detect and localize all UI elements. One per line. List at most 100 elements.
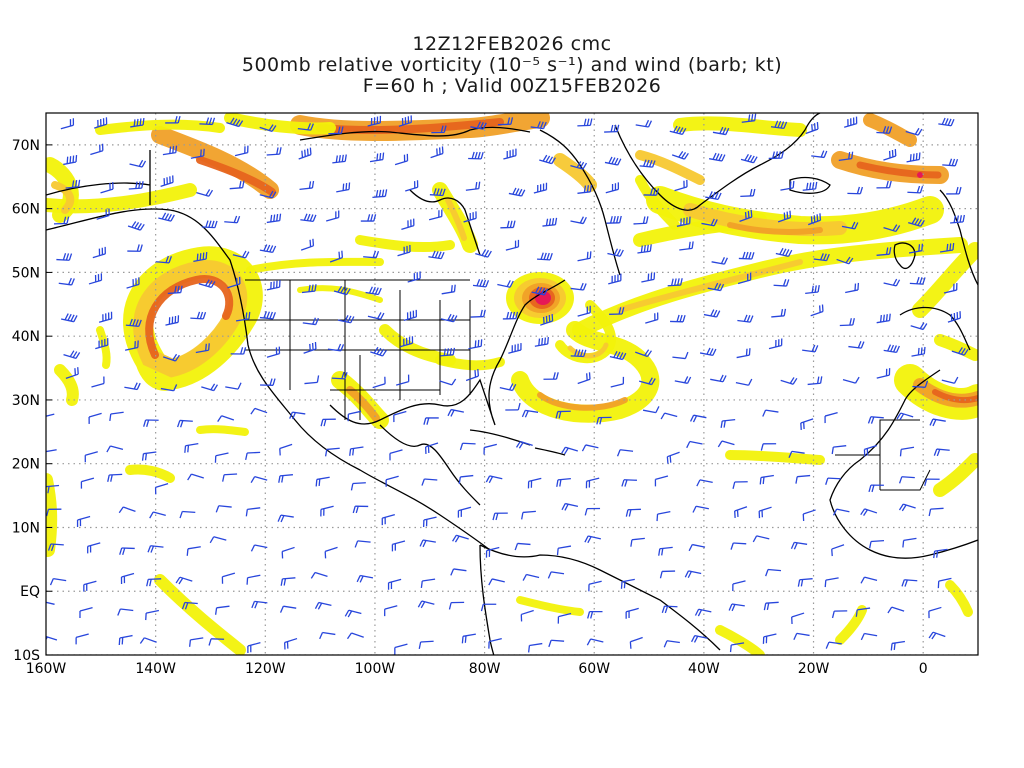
wind-barb (928, 507, 944, 517)
vorticity-contour (635, 175, 680, 230)
wind-barb (346, 632, 364, 640)
wind-barb (250, 407, 268, 415)
wind-barb (259, 311, 276, 320)
wind-barb (324, 546, 338, 559)
wind-barb (503, 148, 517, 160)
vorticity-shading (46, 113, 978, 655)
wind-barb (337, 314, 355, 324)
wind-barb (195, 343, 210, 354)
wind-barb (561, 446, 579, 455)
wind-barb (259, 190, 277, 199)
wind-barb (737, 273, 752, 285)
wind-barb (367, 312, 385, 320)
wind-barb (780, 180, 795, 191)
wind-barb (277, 514, 294, 523)
wind-barb (485, 546, 500, 558)
wind-barb (771, 308, 787, 318)
wind-barb (540, 313, 554, 326)
wind-barb (610, 376, 625, 388)
wind-barb (214, 605, 230, 615)
wind-barb (422, 516, 437, 528)
wind-barb (712, 126, 730, 136)
wind-barb (674, 376, 692, 384)
wind-barb (251, 600, 268, 609)
wind-barb (91, 376, 105, 388)
wind-barb (705, 191, 722, 201)
longitude-label: 0 (919, 661, 928, 677)
wind-barb (659, 570, 676, 579)
wind-barb (234, 145, 249, 157)
wind-barb (907, 185, 924, 194)
vorticity-contour (516, 596, 584, 616)
longitude-label: 120W (245, 661, 286, 677)
wind-barb (470, 121, 487, 130)
wind-barb (950, 214, 965, 224)
wind-barb (802, 509, 816, 522)
vorticity-contour (715, 625, 765, 655)
wind-barb (645, 312, 659, 324)
wind-barb (585, 477, 600, 489)
wind-barb (284, 637, 298, 650)
title-run-model: 12Z12FEB2026 cmc (412, 33, 612, 55)
wind-barb (604, 156, 622, 166)
wind-barb (488, 578, 505, 586)
wind-barb (883, 278, 901, 287)
wind-barb (768, 338, 783, 350)
wind-barb (245, 507, 261, 517)
wind-barb (758, 506, 772, 519)
wind-barb (297, 123, 314, 131)
wind-barb (912, 380, 929, 388)
wind-barb (229, 180, 245, 190)
wind-barb (232, 250, 250, 259)
vorticity-contour (355, 235, 455, 253)
wind-barb (430, 146, 444, 159)
wind-barb (896, 412, 914, 421)
wind-barb (505, 402, 521, 411)
vorticity-contour (933, 453, 978, 497)
wind-barb (158, 212, 175, 222)
vorticity-contour (727, 222, 823, 236)
wind-barb (354, 540, 371, 548)
wind-barb (752, 535, 770, 543)
wind-barb (79, 607, 93, 619)
wind-barb (710, 374, 727, 383)
wind-barb (521, 409, 539, 418)
wind-barb (867, 416, 884, 424)
wind-barb (671, 151, 689, 160)
wind-barb (125, 318, 142, 328)
wind-barb (587, 610, 603, 619)
wind-barb (773, 279, 790, 287)
wind-barb (302, 317, 319, 326)
wind-barb (908, 217, 925, 227)
wind-barb (898, 476, 915, 484)
wind-barb (245, 451, 261, 460)
wind-barb (556, 545, 572, 556)
wind-barb (155, 255, 172, 264)
title-valid-time: F=60 h ; Valid 00Z15FEB2026 (362, 75, 662, 97)
wind-barb (88, 412, 102, 424)
wind-barb (393, 410, 407, 423)
wind-barb (53, 216, 70, 225)
vorticity-contour (856, 161, 942, 179)
wind-barb (92, 246, 106, 259)
wind-barb (315, 476, 330, 487)
wind-barb (196, 189, 214, 197)
wind-barb (505, 239, 520, 251)
wind-barb (475, 249, 492, 258)
wind-barb (500, 220, 516, 229)
vorticity-contour (196, 425, 249, 436)
longitude-label: 20W (798, 661, 830, 677)
wind-barb (883, 344, 900, 354)
wind-barb (577, 305, 591, 317)
wind-barb (109, 411, 124, 421)
wind-barb (130, 117, 145, 128)
wind-barb (630, 537, 645, 547)
wind-barb (581, 444, 599, 452)
wind-barb (428, 250, 445, 260)
wind-barb (154, 483, 169, 495)
wind-barb (663, 640, 680, 648)
wind-barb (384, 605, 398, 617)
wind-barb (184, 442, 199, 453)
wind-barb (281, 546, 295, 559)
wind-barb (679, 241, 694, 251)
